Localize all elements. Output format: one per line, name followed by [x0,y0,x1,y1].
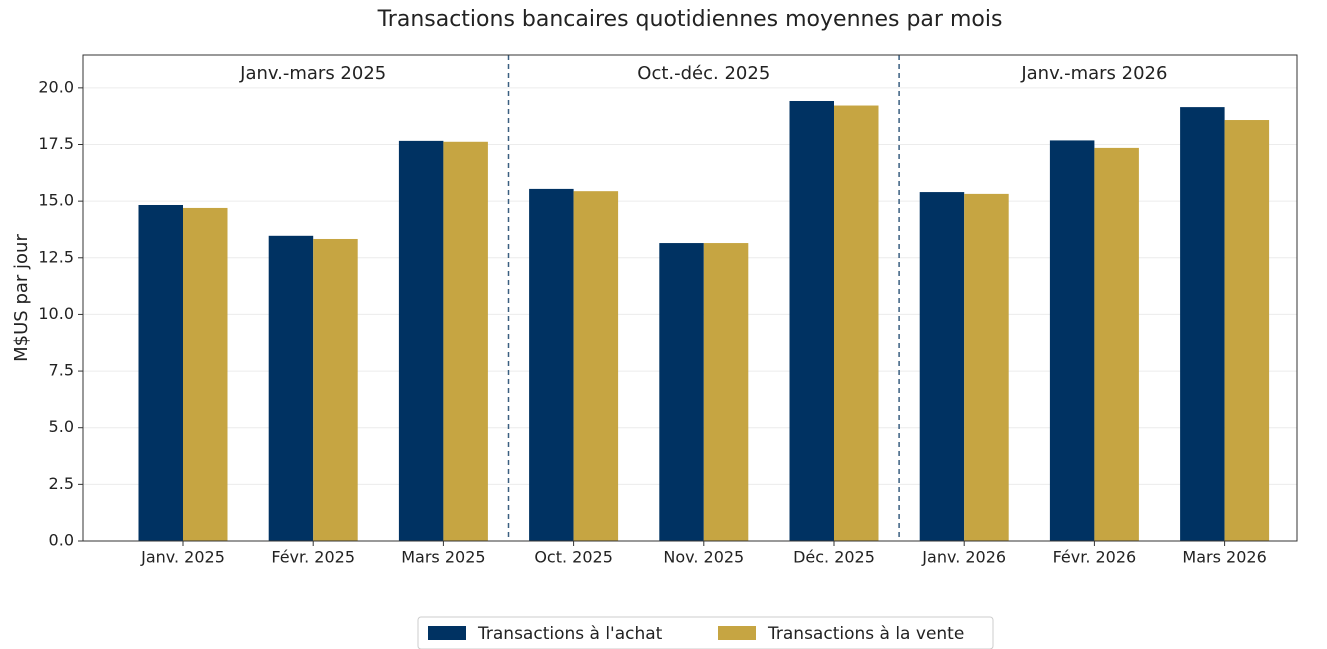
y-axis-label: M$US par jour [11,234,32,362]
y-tick-label: 20.0 [38,77,74,96]
y-tick-label: 2.5 [49,474,74,493]
x-tick-label: Nov. 2025 [663,548,744,567]
bar [834,105,879,541]
y-tick-label: 7.5 [49,361,74,380]
x-tick-label: Mars 2026 [1182,548,1266,567]
y-tick-label: 0.0 [49,531,74,550]
bar [1094,147,1139,541]
bar [703,243,749,541]
bar [1224,120,1270,541]
x-tick-label: Déc. 2025 [793,548,875,567]
bar [313,238,358,542]
bar [573,191,619,541]
bar [659,243,704,541]
y-tick-label: 17.5 [38,134,74,153]
group-label: Janv.-mars 2026 [1020,63,1167,84]
bar [1180,107,1225,542]
x-tick-label: Janv. 2026 [921,548,1006,567]
x-tick-label: Oct. 2025 [534,548,613,567]
bar [1049,140,1095,541]
legend-swatch [718,626,756,640]
x-tick-label: Janv. 2025 [140,548,225,567]
bar [529,188,574,541]
y-tick-label: 15.0 [38,191,74,210]
legend-box [417,616,994,649]
bar [138,204,183,541]
legend-label: Transactions à l'achat [477,624,663,644]
bar [919,192,965,542]
group-label: Janv.-mars 2025 [239,63,386,84]
chart-title: Transactions bancaires quotidiennes moye… [377,7,1003,32]
y-tick-label: 5.0 [49,417,74,436]
x-tick-label: Févr. 2025 [271,548,355,567]
bar [443,141,488,541]
y-tick-label: 10.0 [38,304,74,323]
bar [789,100,834,541]
legend-label: Transactions à la vente [767,624,964,644]
bar [183,207,228,541]
x-tick-label: Mars 2025 [401,548,485,567]
x-tick-label: Févr. 2026 [1053,548,1137,567]
y-tick-label: 12.5 [38,247,74,266]
legend-swatch [428,626,466,640]
group-label: Oct.-déc. 2025 [637,63,770,84]
bar [398,140,444,541]
bar [268,235,314,541]
plot-frame [82,54,1298,542]
bar [964,193,1009,541]
